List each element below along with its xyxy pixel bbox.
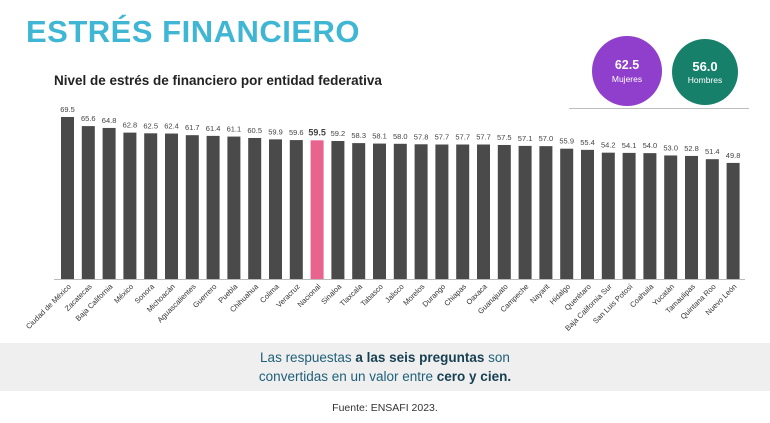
- data-label: 54.0: [643, 141, 658, 150]
- source-note: Fuente: ENSAFI 2023.: [332, 402, 438, 414]
- page-title: ESTRÉS FINANCIERO: [26, 14, 361, 49]
- data-label: 57.7: [435, 133, 450, 142]
- data-label: 57.7: [476, 133, 491, 142]
- data-label: 69.5: [60, 105, 75, 114]
- bar: [477, 144, 490, 279]
- data-label: 58.3: [351, 131, 366, 140]
- men-stat-label: Hombres: [687, 74, 723, 85]
- men-stat-badge: 56.0 Hombres: [672, 39, 738, 105]
- bar: [518, 145, 532, 279]
- data-label: 59.9: [268, 127, 283, 136]
- bar: [435, 144, 449, 279]
- data-label: 65.6: [81, 114, 96, 123]
- note-band: Las respuestas a las seis preguntas son …: [0, 343, 770, 391]
- data-label: 52.8: [684, 144, 699, 153]
- bar: [373, 143, 386, 279]
- note-line-1: Las respuestas a las seis preguntas son: [0, 350, 770, 365]
- data-label: 57.7: [455, 133, 470, 142]
- bar: [165, 133, 178, 279]
- bar: [705, 159, 719, 279]
- bar: [102, 127, 116, 279]
- bar: [289, 140, 303, 279]
- women-stat-label: Mujeres: [611, 73, 643, 84]
- data-label: 61.1: [227, 125, 242, 134]
- bar: [414, 144, 428, 279]
- x-tick-label: Coahuila: [628, 281, 656, 309]
- x-tick-label: Tabasco: [359, 282, 385, 308]
- bar: [269, 139, 282, 279]
- stats-divider: [569, 108, 749, 109]
- bar: [144, 133, 158, 279]
- women-stat-value: 62.5: [614, 57, 640, 72]
- data-label: 51.4: [705, 147, 720, 156]
- note-emphasis: cero y cien.: [436, 369, 512, 384]
- bar: [726, 162, 740, 279]
- data-label: 55.4: [580, 138, 595, 147]
- bar: [352, 143, 366, 279]
- data-label: 62.8: [123, 121, 138, 130]
- x-tick-label: Chiapas: [442, 282, 468, 308]
- data-label: 60.5: [247, 126, 262, 135]
- data-label: 54.1: [622, 141, 637, 150]
- bar: [685, 155, 698, 279]
- data-label: 61.4: [206, 124, 221, 133]
- data-label: 62.5: [143, 121, 158, 130]
- bar: [185, 135, 199, 279]
- data-label: 54.2: [601, 141, 616, 150]
- bar: [206, 135, 220, 279]
- x-tick-label: Nacional: [296, 282, 323, 309]
- data-label: 59.6: [289, 128, 304, 137]
- bar: [601, 152, 615, 279]
- bar: [61, 117, 74, 279]
- data-label: 57.0: [539, 134, 554, 143]
- note-text: son: [484, 350, 510, 365]
- data-label: 57.5: [497, 133, 512, 142]
- bar-highlight: [310, 140, 324, 279]
- bar: [227, 136, 241, 279]
- note-emphasis: a las seis preguntas: [355, 350, 485, 365]
- data-label: 64.8: [102, 116, 117, 125]
- bar: [581, 149, 594, 279]
- data-label: 55.9: [559, 137, 574, 146]
- bar: [497, 144, 511, 279]
- data-label: 53.0: [663, 143, 678, 152]
- data-label: 61.7: [185, 123, 200, 132]
- men-stat-value: 56.0: [692, 58, 718, 74]
- data-label: 62.4: [164, 122, 179, 131]
- x-tick-label: Durango: [421, 282, 448, 309]
- bar: [664, 155, 678, 279]
- bar: [622, 152, 636, 279]
- bar: [331, 141, 345, 279]
- bar: [81, 126, 95, 279]
- data-label: 58.1: [372, 132, 387, 141]
- note-text: Las respuestas: [260, 350, 356, 365]
- bar: [393, 143, 407, 279]
- chart-subtitle: Nivel de estrés de financiero por entida…: [54, 73, 382, 88]
- data-label: 49.8: [726, 151, 741, 160]
- bar: [539, 146, 553, 279]
- bar: [456, 144, 470, 279]
- bar: [560, 148, 574, 279]
- data-label: 59.5: [308, 127, 326, 137]
- bar: [248, 137, 262, 279]
- bar: [123, 132, 137, 279]
- data-label: 57.1: [518, 134, 533, 143]
- women-stat-badge: 62.5 Mujeres: [592, 36, 662, 106]
- note-text: convertidas en un valor entre: [258, 369, 437, 384]
- data-label: 59.2: [331, 129, 346, 138]
- data-label: 57.8: [414, 132, 429, 141]
- data-label: 58.0: [393, 132, 408, 141]
- bar: [643, 153, 657, 279]
- x-tick-label: México: [112, 282, 135, 305]
- note-line-2: convertidas en un valor entre cero y cie…: [0, 369, 770, 384]
